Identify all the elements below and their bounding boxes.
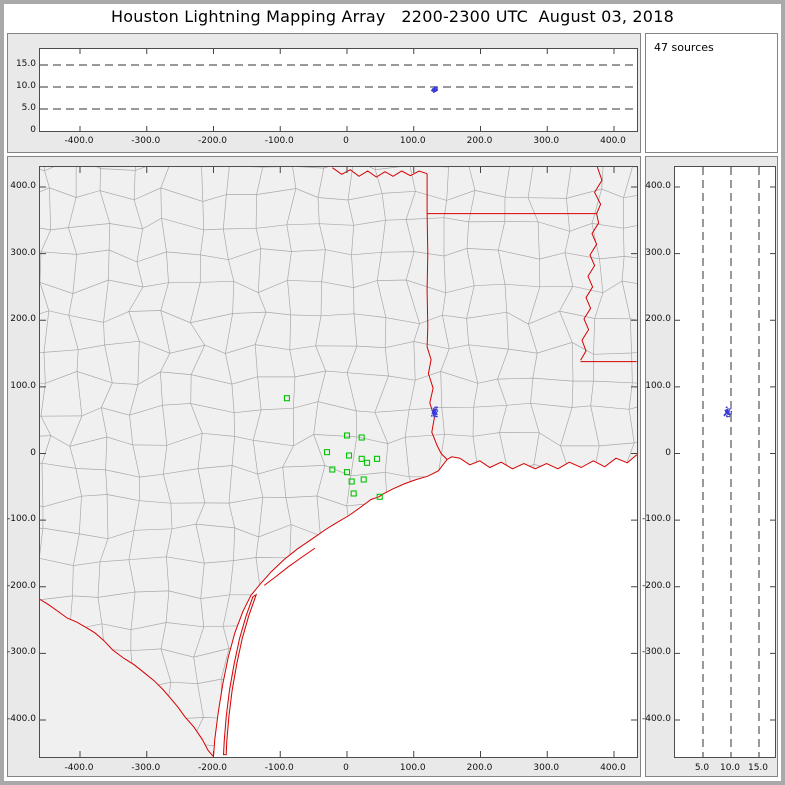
alt-tick-label: 10.0 (719, 763, 741, 773)
alt-tick-label: 15.0 (747, 763, 769, 773)
source-count-label: 47 sources (654, 41, 714, 54)
ew-tick-label: -100.0 (264, 763, 294, 773)
ew-tick-label: -200.0 (197, 763, 228, 773)
ns-tick-label: 200.0 (645, 314, 671, 325)
lightning-source-dots (430, 406, 439, 418)
ns-tick-label: 400.0 (645, 181, 671, 191)
alt-tick-label: 0 (30, 125, 36, 135)
ew-ticks (79, 49, 615, 131)
page-title: Houston Lightning Mapping Array 2200-230… (111, 7, 674, 26)
gulf-water (213, 454, 637, 757)
ns-tick-label: 400.0 (10, 181, 36, 191)
padre-island (222, 593, 258, 756)
ns-tick-label: -400.0 (6, 714, 36, 724)
alt-tick-label: 5.0 (21, 103, 36, 113)
ew-tick-label: -400.0 (64, 136, 94, 146)
ns-tick-label: 0 (30, 447, 36, 458)
altitude-ns-panel: 400.0 300.0 200.0 100.0 0 -100.0 -200.0 -300.0 -… (641, 156, 778, 777)
altitude-ew-panel: 15.0 10.0 5.0 0 -400.0 -300.0 -200.0 -100.0 0 100… (7, 33, 641, 153)
altitude-gridlines (702, 167, 760, 757)
ew-tick-label: 100.0 (399, 763, 426, 773)
station-markers (283, 395, 383, 500)
ns-tick-label: 0 (665, 447, 671, 458)
map-plot (39, 166, 638, 758)
ew-tick-label: 300.0 (533, 763, 560, 773)
altitude-gridlines (40, 64, 637, 110)
ns-tick-label: 100.0 (645, 380, 671, 391)
altitude-ew-svg (40, 49, 637, 131)
ns-tick-label: 300.0 (10, 247, 36, 258)
ns-tick-label: 100.0 (10, 380, 36, 391)
altitude-ew-plot (39, 48, 638, 132)
ns-tick-label: 300.0 (645, 247, 671, 258)
ns-tick-label: -100.0 (6, 514, 36, 525)
map-svg (40, 167, 637, 757)
lightning-source-dots (723, 406, 733, 418)
alt-tick-label: 15.0 (15, 59, 36, 69)
ew-tick-label: 400.0 (600, 136, 626, 146)
state-borders (40, 167, 637, 757)
alt-tick-label: 5.0 (694, 763, 710, 773)
ew-tick-label: 0 (343, 136, 349, 146)
ns-tick-label: -100.0 (641, 514, 671, 525)
source-count-panel: 47 sources (645, 33, 778, 153)
map-ticks (40, 167, 637, 757)
lightning-source-dots (430, 85, 439, 93)
ew-tick-label: 0 (343, 763, 349, 773)
altitude-ns-plot (674, 166, 776, 758)
ew-tick-label: -300.0 (131, 136, 161, 146)
ew-tick-label: 200.0 (466, 763, 493, 773)
ew-tick-label: -200.0 (197, 136, 228, 146)
ew-tick-label: -100.0 (264, 136, 294, 146)
map-panel: 400.0 300.0 200.0 100.0 0 -100.0 -200.0 -300.0 -… (7, 156, 641, 777)
ew-tick-label: 200.0 (466, 136, 493, 146)
ew-tick-label: 300.0 (533, 136, 560, 146)
ew-tick-label: 100.0 (399, 136, 426, 146)
ew-tick-label: -400.0 (64, 763, 94, 773)
ns-tick-label: -200.0 (641, 580, 671, 591)
ew-tick-label: -300.0 (131, 763, 161, 773)
ns-tick-label: -300.0 (6, 647, 36, 658)
ns-ticks (675, 186, 775, 721)
ns-tick-label: 200.0 (10, 314, 36, 325)
ns-tick-label: -400.0 (641, 714, 671, 724)
ns-tick-label: -200.0 (6, 580, 36, 591)
alt-tick-label: 10.0 (15, 81, 36, 91)
altitude-ns-svg (675, 167, 775, 757)
ew-tick-label: 400.0 (600, 763, 626, 773)
ns-tick-label: -300.0 (641, 647, 671, 658)
